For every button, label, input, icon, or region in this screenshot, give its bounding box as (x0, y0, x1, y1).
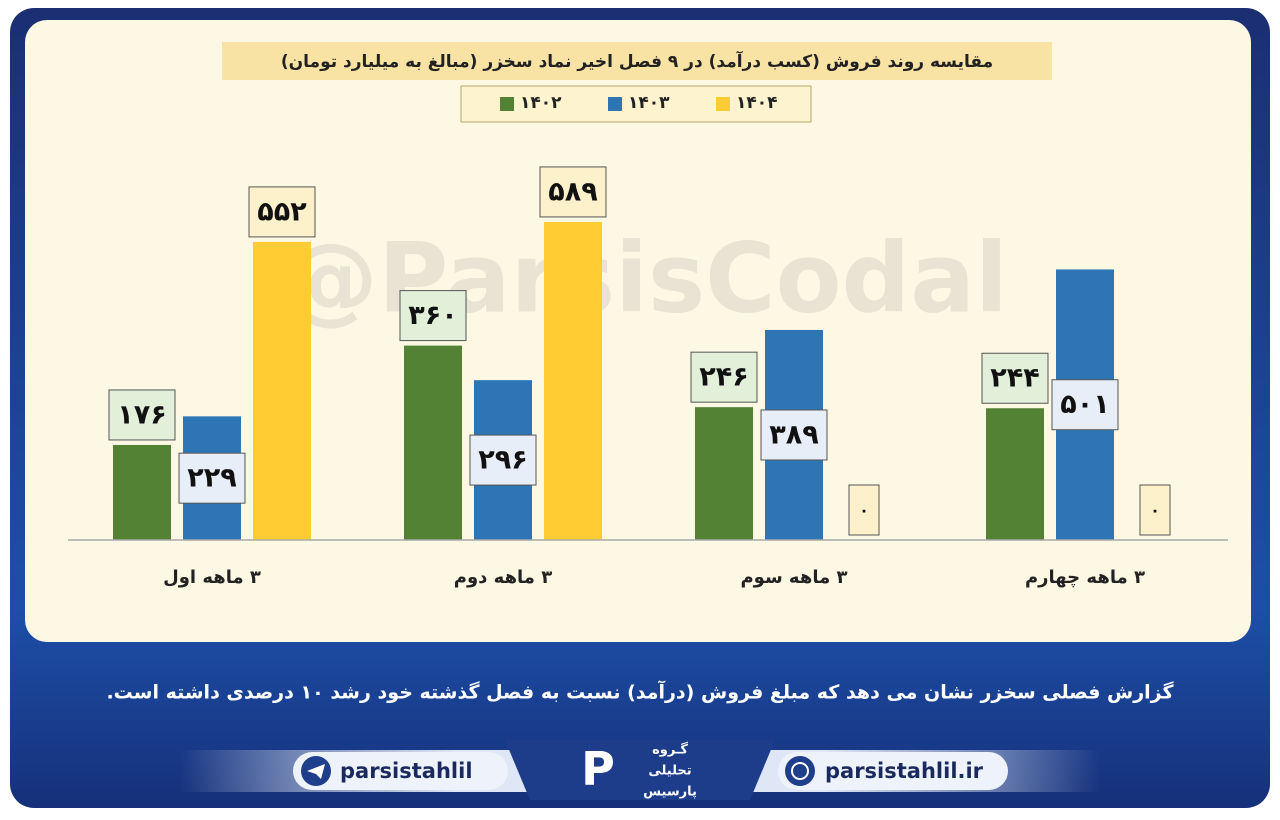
legend-label: ۱۴۰۲ (520, 93, 562, 113)
value-label-box (399, 290, 467, 342)
value-label: ۳۶۰ (408, 300, 457, 331)
x-tick-label: ۳ ماهه دوم (454, 567, 552, 588)
logo-line: پارسیس (643, 785, 697, 800)
x-tick-label: ۳ ماهه چهارم (1025, 567, 1145, 588)
telegram-handle: parsistahlil (340, 759, 473, 783)
bar (253, 241, 311, 541)
value-label-box (1139, 484, 1171, 536)
bar (544, 221, 602, 540)
globe-icon (785, 756, 815, 786)
value-label-box (848, 484, 880, 536)
value-label: ۲۹۶ (478, 445, 527, 476)
value-label: ۵۰۱ (1060, 389, 1109, 420)
value-label-box (248, 186, 316, 238)
chart-panel (25, 20, 1251, 642)
telegram-pill (293, 752, 508, 790)
value-label: ۱۷۶ (117, 399, 166, 430)
plot: ۱۴۰۲ ۱۴۰۳ ۱۴۰۴ ۳ ماهه اول ۱۷۶ ۲۲۹ ۵۵۲ ۳ ماهه دو… (108, 93, 1171, 588)
legend-swatch (500, 97, 514, 111)
legend (460, 85, 812, 123)
footer-text: گزارش فصلی سخزر نشان می دهد که مبلغ فروش… (106, 680, 1174, 704)
website: parsistahlil.ir (825, 759, 984, 783)
value-label-box (690, 351, 758, 403)
legend-swatch (608, 97, 622, 111)
bar (113, 444, 171, 540)
value-label-box (760, 409, 828, 461)
value-label: ۳۸۹ (769, 419, 818, 450)
value-label-box (539, 166, 607, 218)
legend-label: ۱۴۰۳ (628, 93, 670, 113)
title-box (222, 42, 1052, 80)
globe-lines (791, 762, 809, 780)
x-tick-label: ۳ ماهه اول (163, 567, 261, 588)
value-label-box (178, 452, 246, 504)
value-label: ۲۴۶ (699, 362, 748, 393)
bar (404, 345, 462, 540)
value-label: ۲۲۹ (187, 463, 236, 494)
chart-title: مقایسه روند فروش (کسب درآمد) در ۹ فصل اخ… (281, 50, 993, 72)
logo-plate (505, 740, 775, 800)
value-label: ۰ (1150, 501, 1160, 520)
value-label-box (108, 389, 176, 441)
value-label-box (469, 434, 537, 486)
value-label: ۰ (859, 501, 869, 520)
value-label: ۲۴۴ (990, 363, 1039, 394)
legend-swatch (716, 97, 730, 111)
value-label: ۵۸۹ (548, 176, 597, 207)
value-label-box (981, 352, 1049, 404)
logo-line: گـروه (652, 742, 688, 758)
telegram-arrow (307, 764, 325, 779)
legend-label: ۱۴۰۴ (736, 93, 778, 113)
watermark: @ParsisCodal (282, 222, 1008, 334)
value-label-box (1051, 379, 1119, 431)
website-pill (778, 752, 1008, 790)
value-label: ۵۵۲ (257, 196, 307, 227)
logo-line: تحلیلی (648, 764, 691, 779)
bar (986, 408, 1044, 540)
logo-mark: P (581, 742, 615, 796)
bar (695, 407, 753, 540)
x-tick-label: ۳ ماهه سوم (740, 567, 847, 588)
